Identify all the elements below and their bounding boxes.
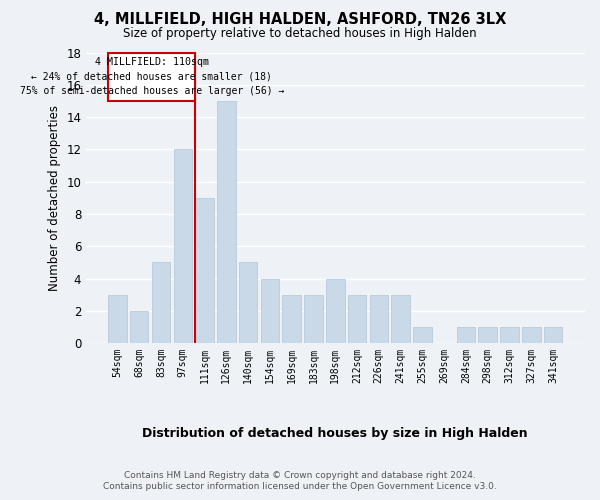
Bar: [370, 294, 388, 343]
Bar: [326, 278, 344, 343]
Bar: [239, 262, 257, 343]
Bar: [283, 294, 301, 343]
Bar: [348, 294, 366, 343]
FancyBboxPatch shape: [108, 52, 196, 101]
Text: 4, MILLFIELD, HIGH HALDEN, ASHFORD, TN26 3LX: 4, MILLFIELD, HIGH HALDEN, ASHFORD, TN26…: [94, 12, 506, 28]
Bar: [173, 150, 192, 343]
Y-axis label: Number of detached properties: Number of detached properties: [48, 105, 61, 291]
Text: 4 MILLFIELD: 110sqm: 4 MILLFIELD: 110sqm: [95, 57, 209, 67]
Text: ← 24% of detached houses are smaller (18): ← 24% of detached houses are smaller (18…: [31, 72, 272, 82]
Bar: [304, 294, 323, 343]
Bar: [522, 327, 541, 343]
Bar: [152, 262, 170, 343]
Bar: [260, 278, 279, 343]
Text: 75% of semi-detached houses are larger (56) →: 75% of semi-detached houses are larger (…: [20, 86, 284, 97]
Text: Contains public sector information licensed under the Open Government Licence v3: Contains public sector information licen…: [103, 482, 497, 491]
Bar: [544, 327, 562, 343]
Text: Contains HM Land Registry data © Crown copyright and database right 2024.: Contains HM Land Registry data © Crown c…: [124, 471, 476, 480]
Bar: [478, 327, 497, 343]
Bar: [457, 327, 475, 343]
Bar: [217, 101, 236, 343]
Bar: [196, 198, 214, 343]
X-axis label: Distribution of detached houses by size in High Halden: Distribution of detached houses by size …: [142, 427, 528, 440]
Bar: [130, 311, 148, 343]
Bar: [500, 327, 519, 343]
Bar: [108, 294, 127, 343]
Bar: [413, 327, 431, 343]
Bar: [391, 294, 410, 343]
Text: Size of property relative to detached houses in High Halden: Size of property relative to detached ho…: [123, 28, 477, 40]
